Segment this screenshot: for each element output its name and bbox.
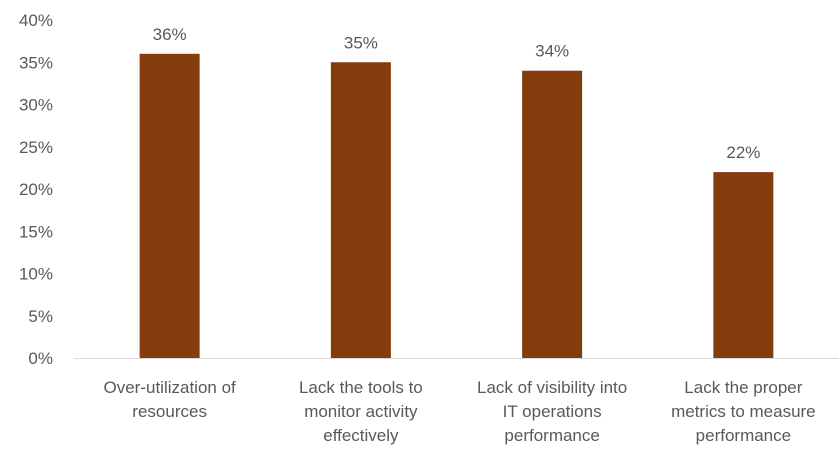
x-tick-label-line: performance: [504, 426, 599, 445]
x-tick-label-line: Lack of visibility into: [477, 378, 627, 397]
data-label: 22%: [726, 143, 760, 162]
x-tick-label-line: performance: [696, 426, 791, 445]
x-axis: Over-utilization of resources Lack the too…: [103, 378, 815, 445]
y-tick-label: 20%: [19, 180, 53, 199]
y-tick-label: 5%: [28, 307, 53, 326]
y-tick-label: 35%: [19, 53, 53, 72]
x-tick-label: Lack of visibility into IT operations perf…: [477, 378, 627, 445]
x-tick-label-line: monitor activity: [304, 402, 418, 421]
data-label: 34%: [535, 42, 569, 61]
x-tick-label-line: effectively: [323, 426, 399, 445]
y-tick-label: 25%: [19, 138, 53, 157]
y-axis: 0% 5% 10% 15% 20% 25% 30% 35% 40%: [19, 11, 53, 368]
x-tick-label-line: IT operations: [503, 402, 602, 421]
x-tick-label-line: resources: [132, 402, 207, 421]
bars: [140, 54, 774, 358]
x-tick-label-line: metrics to measure: [671, 402, 816, 421]
x-tick-label-line: Over-utilization of: [103, 378, 236, 397]
data-label: 36%: [153, 25, 187, 44]
x-tick-label: Lack the proper metrics to measure perform…: [671, 378, 816, 445]
bar: [331, 62, 391, 358]
x-tick-label: Over-utilization of resources: [103, 378, 236, 421]
bar: [140, 54, 200, 358]
bar: [522, 71, 582, 358]
y-tick-label: 40%: [19, 11, 53, 30]
y-tick-label: 15%: [19, 222, 53, 241]
x-tick-label: Lack the tools to monitor activity effecti…: [299, 378, 423, 445]
y-tick-label: 0%: [28, 349, 53, 368]
data-label: 35%: [344, 33, 378, 52]
y-tick-label: 10%: [19, 265, 53, 284]
data-labels: 36% 35% 34% 22%: [153, 25, 761, 162]
bar: [713, 172, 773, 358]
x-tick-label-line: Lack the proper: [684, 378, 802, 397]
y-tick-label: 30%: [19, 96, 53, 115]
x-tick-label-line: Lack the tools to: [299, 378, 423, 397]
